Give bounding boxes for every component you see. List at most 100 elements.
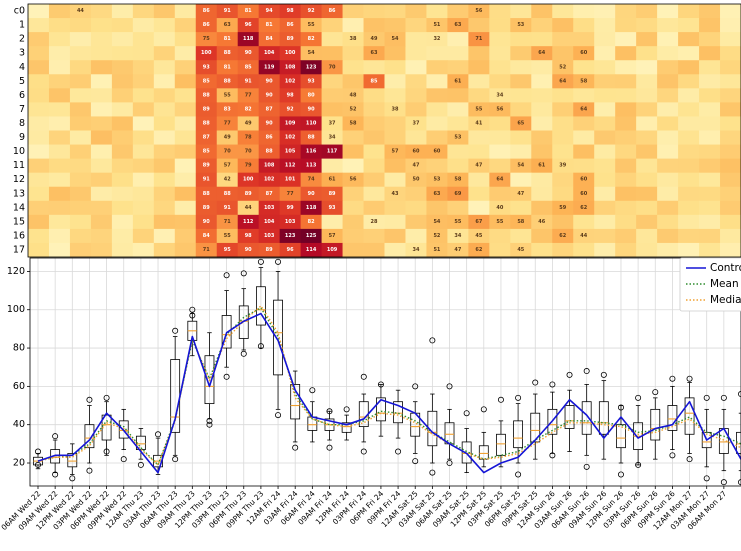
heatmap-cell [594, 158, 616, 174]
heatmap-cell [615, 172, 637, 188]
heatmap-cell-label: 52 [350, 106, 357, 112]
heatmap-cell [342, 200, 364, 216]
heatmap-cell-label: 77 [245, 92, 252, 98]
outlier-point [275, 258, 282, 265]
heatmap-cell [468, 172, 490, 188]
heatmap-cell-label: 70 [329, 64, 336, 70]
box-body [564, 405, 575, 429]
heatmap-cell [594, 186, 616, 202]
heatmap-cell [531, 4, 553, 19]
heatmap-cell [216, 116, 239, 131]
heatmap-cell [720, 158, 741, 174]
heatmap-cell [720, 18, 741, 33]
heatmap-cell-label: 57 [392, 149, 399, 155]
box [84, 405, 95, 464]
heatmap-cell [363, 172, 385, 188]
box-body [273, 299, 283, 376]
heatmap-cell-label: 50 [412, 177, 419, 183]
heatmap-cell-label: 38 [350, 36, 357, 42]
heatmap-cell [321, 242, 343, 258]
heatmap-cell [111, 144, 134, 160]
heatmap-cell [699, 74, 721, 89]
heatmap-cell [447, 4, 469, 19]
heatmap-cell [28, 130, 50, 145]
heatmap-cell [510, 18, 532, 33]
heatmap-cell-label: 60 [412, 149, 419, 155]
heatmap-cell [132, 158, 155, 174]
heatmap-cell [552, 186, 574, 202]
heatmap-cell [195, 214, 218, 230]
heatmap-cell [447, 144, 469, 160]
heatmap-cell-label: 93 [203, 64, 210, 70]
heatmap-cell [111, 116, 134, 131]
legend: Control Mean Median [679, 257, 741, 312]
heatmap-cell [615, 200, 637, 216]
outlier-point [412, 383, 419, 390]
heatmap-cell [510, 242, 532, 258]
heatmap-cell [720, 116, 741, 131]
heatmap-cell [573, 60, 595, 75]
heatmap-cell [720, 186, 741, 202]
heatmap-cell [153, 46, 176, 61]
heatmap-cell-label: 41 [475, 120, 482, 126]
heatmap-cell-label: 60 [433, 149, 440, 155]
heatmap-cell-label: 89 [203, 106, 210, 112]
series-lines [37, 305, 741, 474]
heatmap-cell-label: 90 [245, 50, 252, 56]
heatmap-cell [636, 18, 658, 33]
heatmap-cell-label: 89 [245, 191, 252, 197]
heatmap-cell [48, 88, 71, 103]
outlier-point [189, 306, 196, 313]
heatmap-cell [531, 116, 553, 131]
box-body [496, 433, 506, 456]
heatmap-cell [69, 158, 92, 174]
heatmap-cell [636, 186, 658, 202]
heatmap-cell [678, 130, 700, 145]
heatmap-cell [573, 18, 595, 33]
box [256, 267, 266, 349]
heatmap-cell [615, 228, 637, 244]
heatmap-cell [342, 102, 364, 117]
heatmap-cell [300, 74, 322, 89]
heatmap-cell [510, 228, 532, 244]
outlier-point [292, 444, 299, 451]
heatmap-cell [447, 116, 469, 131]
heatmap-cell [447, 158, 469, 174]
heatmap-cell-label: 61 [329, 177, 336, 183]
heatmap-cell [237, 116, 260, 131]
heatmap-cell [678, 186, 700, 202]
heatmap-cell [531, 88, 553, 103]
heatmap-cell [657, 228, 679, 244]
heatmap-cell-label: 87 [266, 191, 273, 197]
heatmap-cell-label: 54 [517, 163, 524, 169]
box [393, 389, 403, 439]
heatmap-cell [28, 186, 50, 202]
heatmap-cell-label: 64 [496, 177, 503, 183]
heatmap-cell [426, 116, 448, 131]
heatmap-cell [363, 214, 385, 230]
heatmap-row-label: 2 [19, 34, 25, 45]
heatmap-cell [321, 172, 343, 188]
heatmap-cell-label: 93 [329, 205, 336, 211]
heatmap-cell [699, 200, 721, 216]
median-line [37, 305, 741, 466]
heatmap-cell [216, 158, 239, 174]
heatmap-cell [111, 172, 134, 188]
outlier-point [669, 452, 676, 459]
heatmap-cell [321, 88, 343, 103]
heatmap-cell [657, 144, 679, 160]
heatmap-cell [489, 116, 511, 131]
heatmap-cell-label: 82 [245, 106, 252, 112]
heatmap-cell [237, 18, 260, 33]
heatmap-cell [405, 200, 427, 216]
heatmap-cell [489, 18, 511, 33]
heatmap-cell-label: 55 [224, 92, 231, 98]
heatmap-cell-label: 78 [245, 135, 252, 141]
outlier-point [35, 461, 42, 468]
heatmap-cell-label: 88 [224, 50, 231, 56]
heatmap-cell [405, 186, 427, 202]
heatmap-cell [552, 144, 574, 160]
heatmap-cell [69, 172, 92, 188]
heatmap-cell [153, 88, 176, 103]
legend-mean-label: Mean [710, 278, 739, 290]
